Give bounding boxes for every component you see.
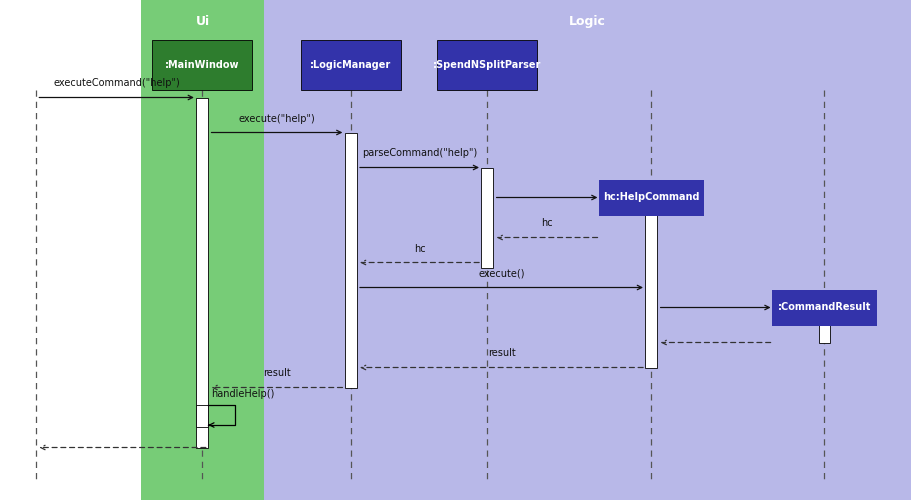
Bar bbox=[0, 0, 141, 500]
Bar bbox=[141, 0, 264, 500]
Text: Logic: Logic bbox=[569, 15, 606, 28]
Text: execute("help"): execute("help") bbox=[239, 114, 315, 124]
Bar bbox=[599, 180, 703, 216]
Text: result: result bbox=[263, 368, 291, 378]
Bar bbox=[773, 290, 876, 326]
Text: parseCommand("help"): parseCommand("help") bbox=[362, 148, 477, 158]
Text: handleHelp(): handleHelp() bbox=[211, 389, 274, 399]
Text: :CommandResult: :CommandResult bbox=[778, 302, 871, 312]
Text: hc: hc bbox=[414, 244, 425, 254]
Bar bbox=[437, 40, 537, 90]
Bar bbox=[645, 188, 657, 368]
Text: execute(): execute() bbox=[478, 268, 525, 278]
Text: :MainWindow: :MainWindow bbox=[165, 60, 240, 70]
Bar bbox=[264, 0, 911, 500]
Text: executeCommand("help"): executeCommand("help") bbox=[53, 78, 180, 88]
Text: Ui: Ui bbox=[196, 15, 210, 28]
Bar bbox=[344, 132, 357, 388]
Bar bbox=[197, 405, 209, 427]
Bar bbox=[482, 168, 494, 268]
Text: result: result bbox=[487, 348, 516, 358]
Bar bbox=[301, 40, 401, 90]
Text: :SpendNSplitParser: :SpendNSplitParser bbox=[434, 60, 541, 70]
Bar bbox=[197, 98, 209, 448]
Bar bbox=[819, 305, 831, 343]
Text: hc:HelpCommand: hc:HelpCommand bbox=[603, 192, 700, 202]
Bar bbox=[152, 40, 252, 90]
Text: :LogicManager: :LogicManager bbox=[310, 60, 392, 70]
Text: hc: hc bbox=[541, 218, 553, 228]
